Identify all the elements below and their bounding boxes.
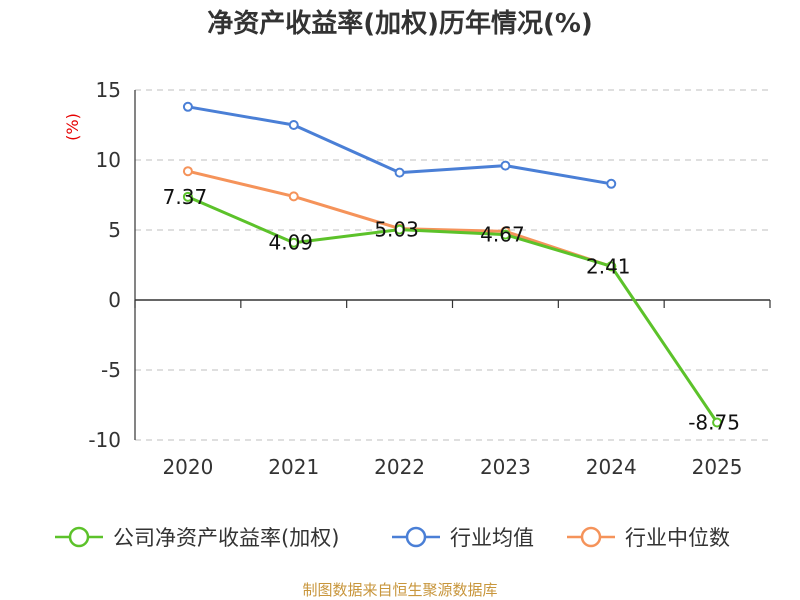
grid-lines <box>135 89 770 441</box>
data-point <box>288 237 299 248</box>
data-point <box>500 229 511 240</box>
series-layer <box>182 101 723 428</box>
y-tick-label: 0 <box>108 288 121 312</box>
y-tick-label: -10 <box>88 428 121 452</box>
data-label: 4.67 <box>480 223 525 247</box>
legend-item-0[interactable]: 公司净资产收益率(加权) <box>55 526 339 550</box>
legend-marker <box>580 526 602 548</box>
data-point <box>500 160 511 171</box>
legend-label: 公司净资产收益率(加权) <box>113 526 339 550</box>
data-point <box>288 191 299 202</box>
y-axis-unit: (%) <box>63 113 82 141</box>
legend-item-1[interactable]: 行业均值 <box>392 526 534 550</box>
legend-marker <box>68 526 90 548</box>
legend-label: 行业中位数 <box>625 526 730 550</box>
x-tick-label: 2024 <box>586 455 637 479</box>
series-1 <box>182 101 617 189</box>
axes: 15 10 5 0 -5 -10 2020 2021 2022 2023 2024 2025 <box>88 78 771 479</box>
y-tick-label: 5 <box>108 218 121 242</box>
data-point <box>712 417 723 428</box>
x-tick-label: 2021 <box>268 455 319 479</box>
y-tick-label: 15 <box>96 78 121 102</box>
chart-title: 净资产收益率(加权)历年情况(%) <box>207 8 593 39</box>
legend[interactable]: 公司净资产收益率(加权) 行业均值 行业中位数 <box>55 526 730 550</box>
source-note: 制图数据来自恒生聚源数据库 <box>302 581 497 599</box>
data-point <box>182 166 193 177</box>
data-label: 7.37 <box>163 185 208 209</box>
series-line <box>187 195 719 424</box>
data-point <box>288 120 299 130</box>
data-point <box>606 261 617 272</box>
x-tick-label: 2025 <box>692 455 743 479</box>
data-point <box>606 178 617 189</box>
x-tick-label: 2022 <box>374 455 425 479</box>
y-tick-label: 10 <box>96 148 121 172</box>
data-point <box>394 224 405 235</box>
legend-marker <box>405 526 427 548</box>
x-tick-label: 2020 <box>162 455 213 479</box>
data-label: 2.41 <box>586 254 631 278</box>
data-point <box>182 101 193 112</box>
data-labels: 7.37 4.09 5.03 4.67 2.41 -8.75 <box>163 185 740 435</box>
data-label: 5.03 <box>374 218 419 242</box>
data-label: 4.09 <box>268 231 313 255</box>
legend-item-2[interactable]: 行业中位数 <box>567 526 730 550</box>
data-label: -8.75 <box>688 411 740 435</box>
series-0 <box>182 191 723 428</box>
legend-label: 行业均值 <box>450 526 534 550</box>
data-point <box>182 191 193 202</box>
data-point <box>394 167 405 178</box>
x-tick-label: 2023 <box>480 455 531 479</box>
y-tick-label: -5 <box>101 358 121 382</box>
